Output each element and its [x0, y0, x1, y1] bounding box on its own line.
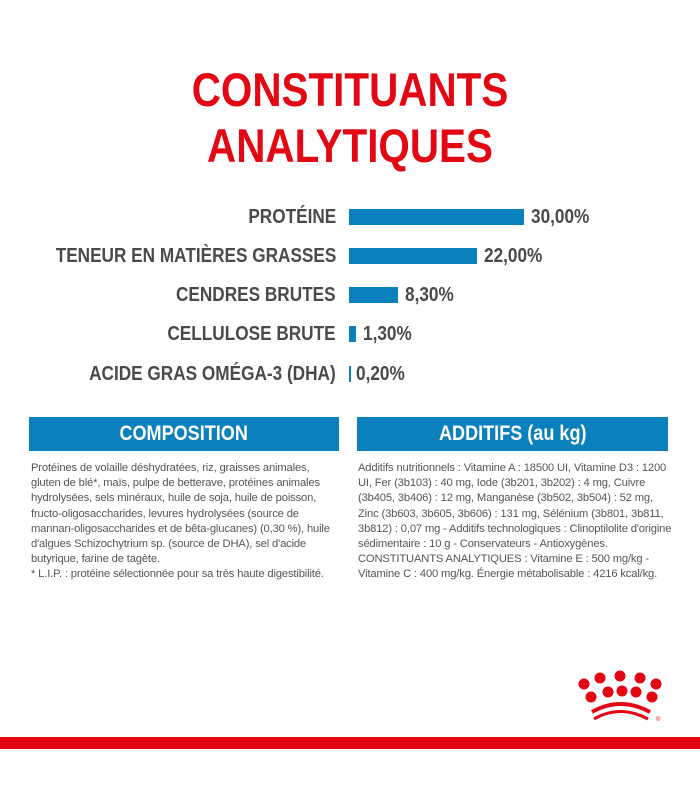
- chart-bar: [349, 209, 524, 225]
- chart-value: 0,20%: [356, 363, 405, 385]
- chart-value: 1,30%: [363, 323, 412, 345]
- royal-canin-crown-icon: ®: [578, 670, 662, 723]
- chart-label: ACIDE GRAS OMÉGA-3 (DHA): [89, 363, 336, 385]
- chart-row-matieres-grasses: TENEUR EN MATIÈRES GRASSES 22,00%: [0, 245, 700, 267]
- chart-value: 8,30%: [405, 284, 454, 306]
- page-title: CONSTITUANTS ANALYTIQUES: [191, 63, 509, 172]
- additifs-heading-text: ADDITIFS (au kg): [438, 422, 587, 445]
- chart-row-cellulose-brute: CELLULOSE BRUTE 1,30%: [0, 323, 700, 345]
- composition-heading-text: COMPOSITION: [119, 422, 249, 445]
- chart-row-proteine: PROTÉINE 30,00%: [0, 206, 700, 228]
- chart-row-omega3-dha: ACIDE GRAS OMÉGA-3 (DHA) 0,20%: [0, 363, 700, 385]
- chart-bar: [349, 248, 477, 264]
- chart-row-cendres-brutes: CENDRES BRUTES 8,30%: [0, 284, 700, 306]
- chart-bar: [349, 326, 356, 342]
- chart-value: 22,00%: [484, 245, 543, 267]
- footer-red-stripe: [0, 737, 700, 749]
- chart-label: CENDRES BRUTES: [176, 284, 336, 306]
- chart-value: 30,00%: [531, 206, 590, 228]
- additifs-heading: ADDITIFS (au kg): [357, 417, 668, 451]
- additifs-text-block: Additifs nutritionnels : Vitamine A : 18…: [358, 461, 673, 583]
- chart-bar: [349, 287, 398, 303]
- composition-text: Protéines de volaille déshydratées, riz,…: [31, 462, 330, 566]
- additifs-text: Additifs nutritionnels : Vitamine A : 18…: [358, 462, 672, 581]
- composition-footnote: * L.I.P. : protéine sélectionnée pour sa…: [31, 568, 324, 581]
- chart-label: CELLULOSE BRUTE: [167, 323, 336, 345]
- chart-label: PROTÉINE: [248, 206, 336, 228]
- chart-bar: [349, 366, 351, 382]
- chart-label: TENEUR EN MATIÈRES GRASSES: [55, 245, 336, 267]
- composition-heading: COMPOSITION: [29, 417, 339, 451]
- registered-mark: ®: [656, 716, 661, 723]
- composition-text-block: Protéines de volaille déshydratées, riz,…: [31, 461, 341, 583]
